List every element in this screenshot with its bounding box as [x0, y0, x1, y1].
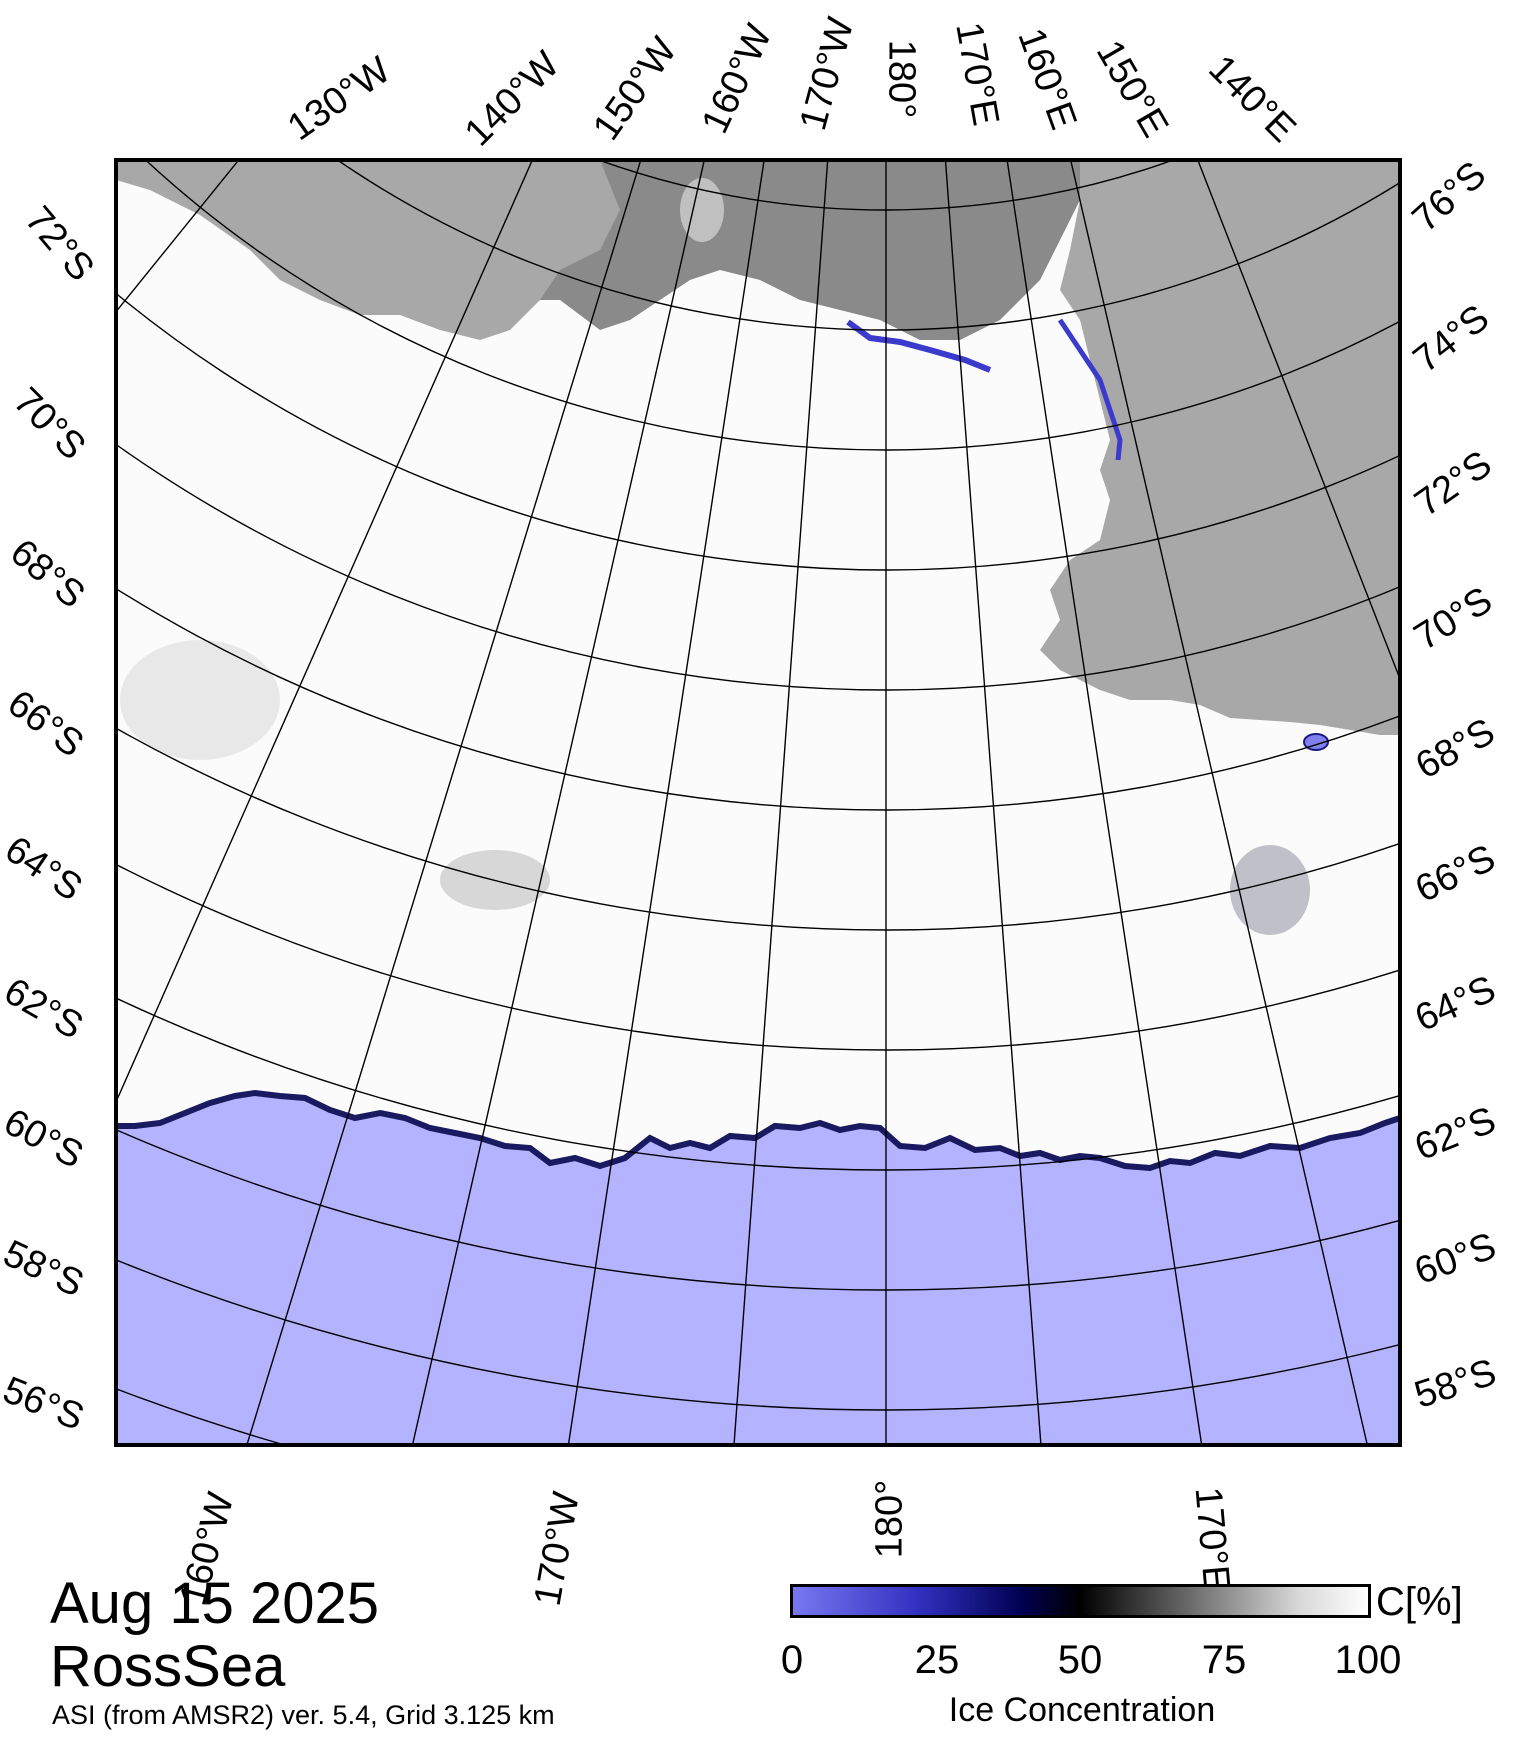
ice-rise [680, 178, 724, 242]
colorbar [790, 1584, 1371, 1618]
lon-label-bottom: 180° [868, 1479, 911, 1559]
ice-edge [116, 1089, 1400, 1172]
colorbar-tick: 75 [1201, 1638, 1247, 1682]
data-source: ASI (from AMSR2) ver. 5.4, Grid 3.125 km [52, 1700, 555, 1730]
map-frame [114, 158, 1402, 1447]
low-concentration-patch [1230, 845, 1310, 935]
antarctica-land-east [1040, 160, 1400, 735]
colorbar-unit: C[%] [1376, 1580, 1463, 1624]
low-concentration-patch [120, 640, 280, 760]
map-date: Aug 15 2025 [50, 1571, 379, 1636]
colorbar-tick: 50 [1057, 1638, 1103, 1682]
coastal-polynya [846, 319, 992, 373]
coastal-polynya [1057, 318, 1123, 461]
colorbar-title: Ice Concentration [948, 1691, 1216, 1729]
lon-label-top: 180° [880, 39, 923, 119]
antarctica-land-west [116, 160, 620, 340]
graticule-meridians [116, 160, 1400, 1445]
sea-ice-area [116, 180, 1400, 1170]
colorbar-tick: 100 [1334, 1638, 1402, 1682]
colorbar-tick: 0 [780, 1638, 804, 1682]
region-name: RossSea [50, 1634, 286, 1699]
lon-label-bottom: 170°E [1186, 1485, 1238, 1593]
colorbar-tick: 25 [914, 1638, 960, 1682]
